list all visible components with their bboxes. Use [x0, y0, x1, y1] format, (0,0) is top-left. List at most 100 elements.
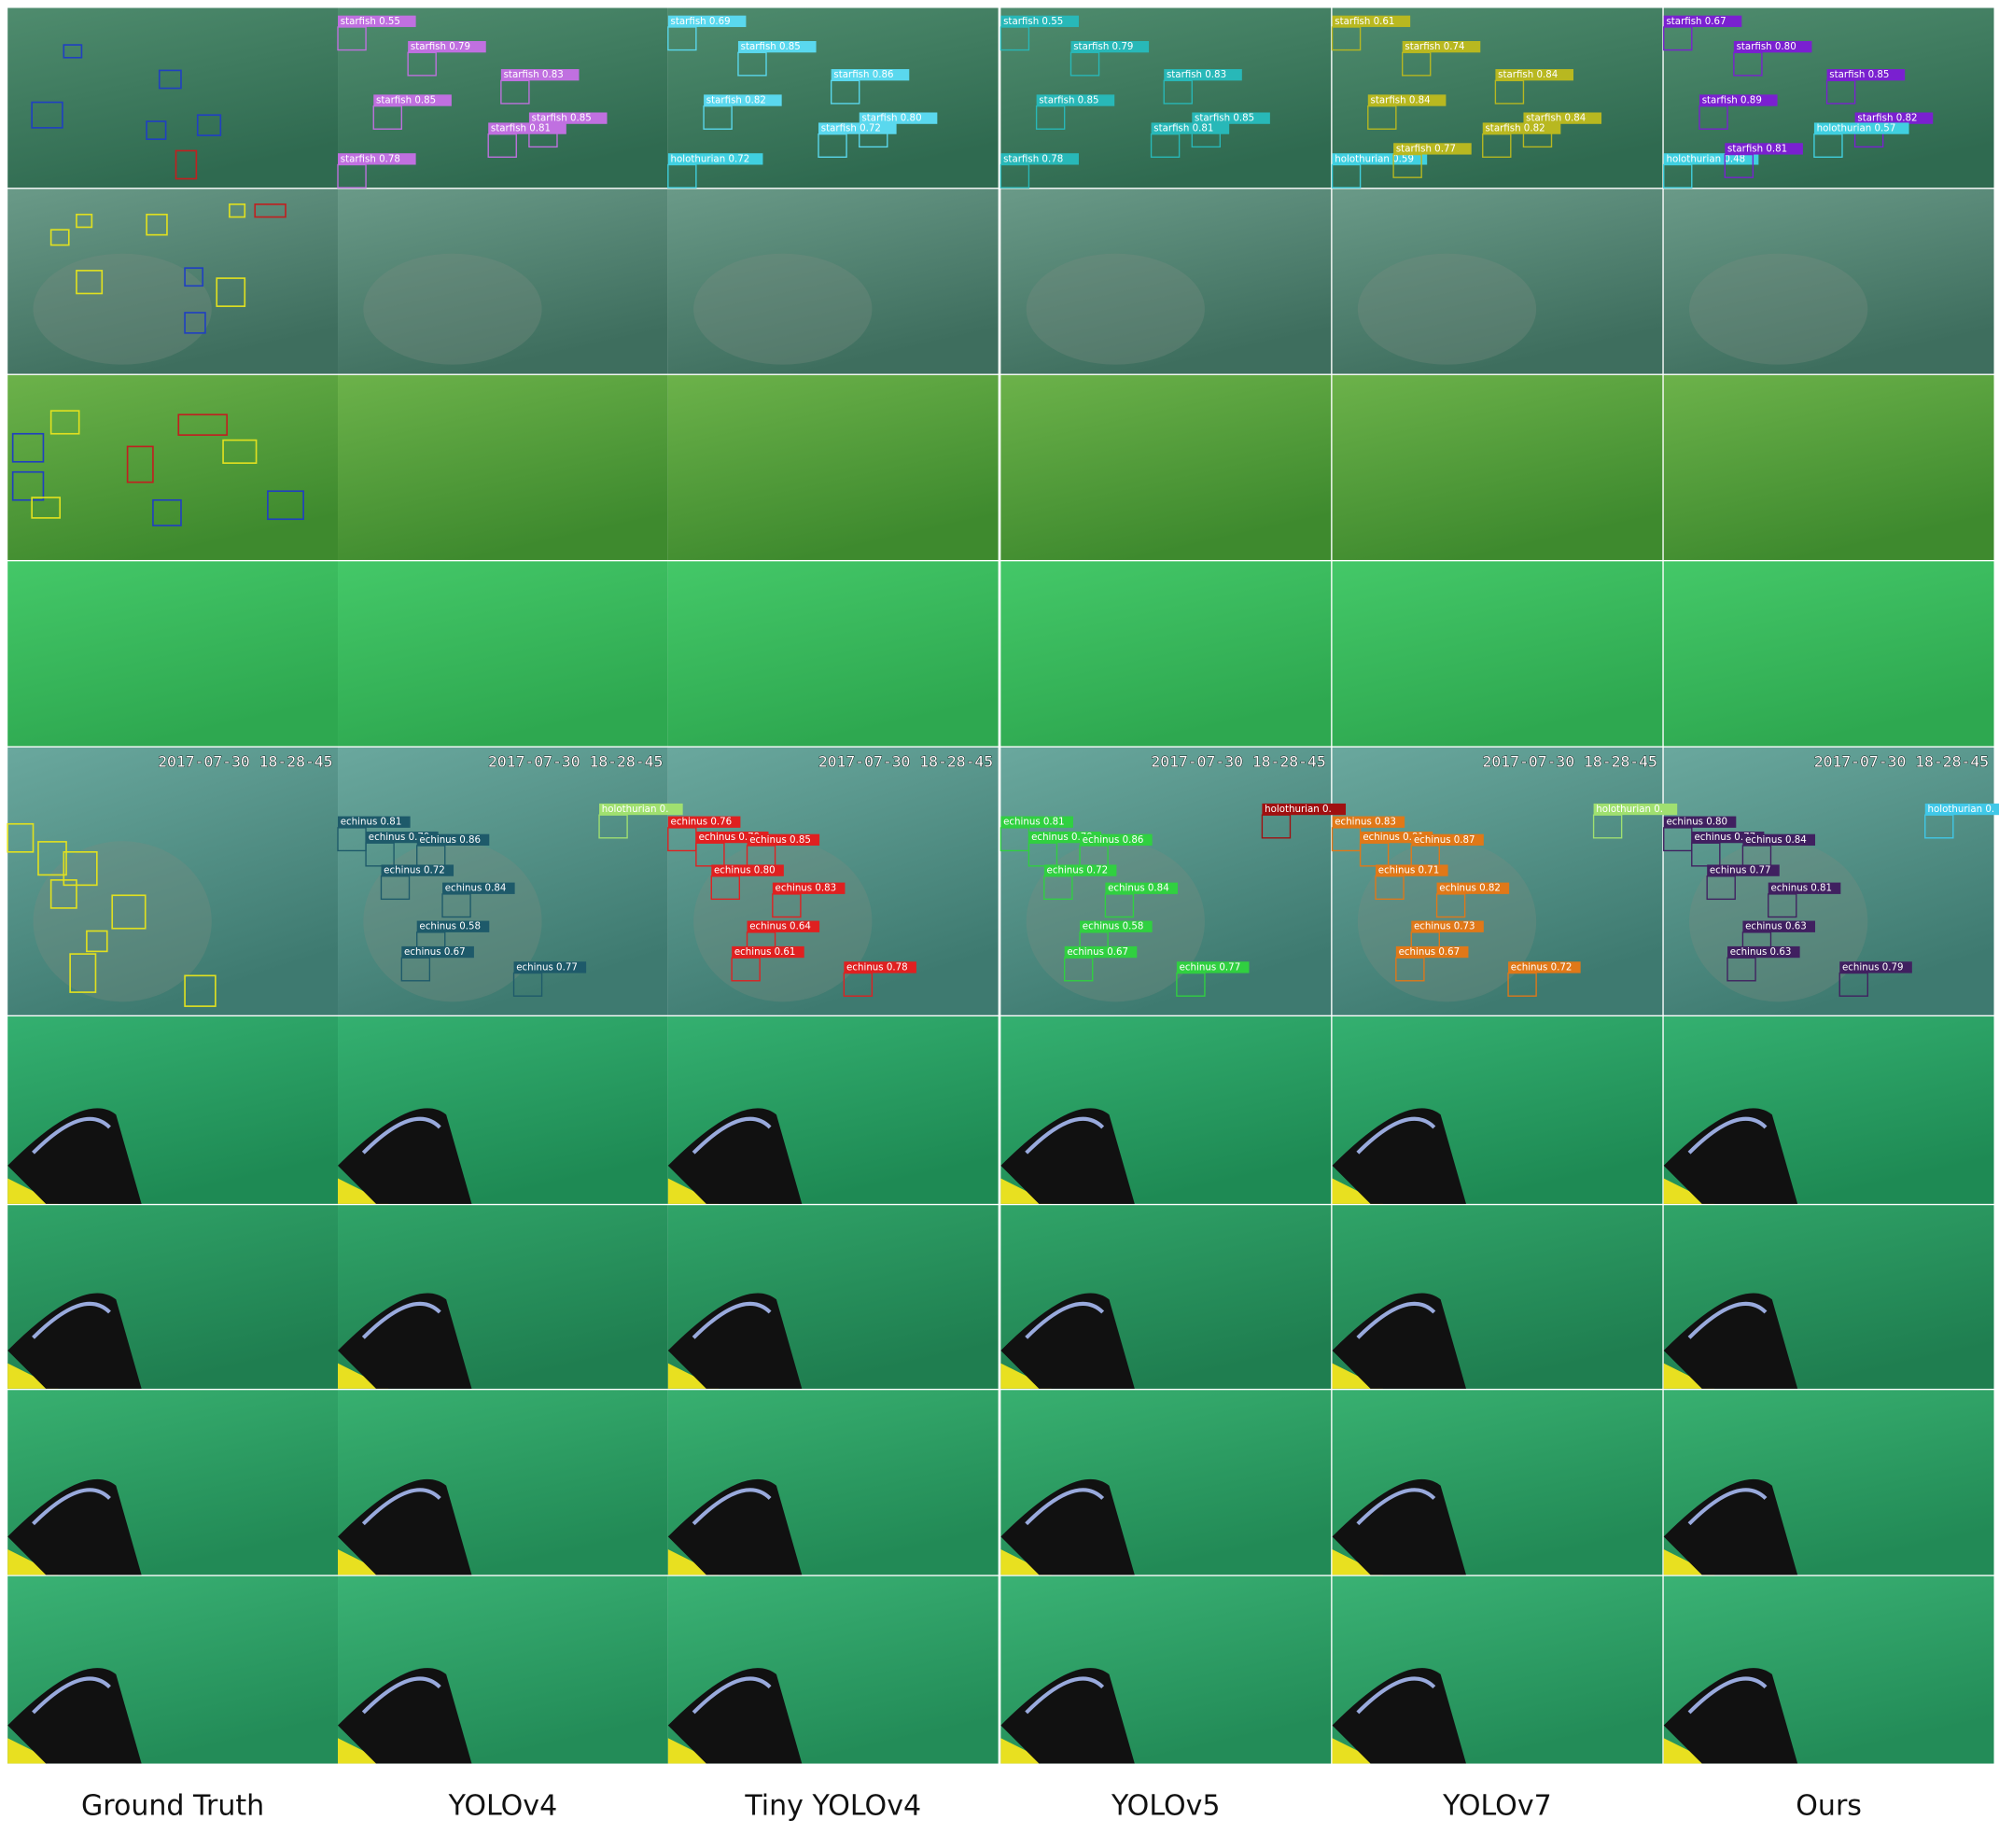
fin: [1663, 1478, 1798, 1575]
detection-tag: [513, 961, 587, 973]
fin: [1000, 1293, 1135, 1389]
photo-panel: [1332, 374, 1663, 560]
detection-tag: [416, 833, 490, 846]
fin-edge: [1356, 1301, 1436, 1339]
detection-label: starfish 0.79: [411, 41, 470, 52]
timestamp: 2017-07-30 18-28-45: [1814, 753, 1989, 771]
detection-label: echinus 0.72: [384, 865, 445, 876]
fin: [7, 1108, 142, 1204]
detection-label: starfish 0.86: [833, 69, 893, 80]
detection-tag: [1151, 122, 1230, 134]
detection-label: echinus 0.63: [1745, 921, 1807, 932]
fin: [1663, 1668, 1798, 1764]
gt-box: [49, 879, 77, 909]
detection-tag: [1411, 833, 1484, 846]
photo-panel: [338, 189, 668, 374]
detection-tag: [1663, 15, 1742, 27]
detection-label: echinus 0.84: [1108, 883, 1169, 894]
gt-box: [126, 445, 154, 483]
photo-panel: [1663, 561, 1994, 747]
detection-label: echinus 0.80: [1666, 817, 1727, 828]
photo-panel: [338, 561, 668, 747]
fin-edge: [361, 1676, 441, 1715]
fin: [667, 1668, 803, 1764]
photo-panel: [7, 747, 339, 1015]
detection-tag: [1411, 920, 1484, 932]
detection-label: echinus 0.86: [1083, 834, 1144, 846]
detection-tag: [1105, 882, 1178, 894]
detection-tag: [1698, 94, 1778, 106]
fin: [1000, 1108, 1135, 1204]
fin: [667, 1478, 803, 1575]
gt-box: [7, 822, 35, 853]
photo-panel: [1332, 747, 1663, 1015]
fin-edge: [361, 1488, 441, 1526]
detection-tag: [1839, 961, 1912, 973]
fin: [1332, 1108, 1466, 1204]
detection-tag: [1000, 15, 1079, 27]
fin-edge: [1356, 1676, 1436, 1715]
detection-tag: [338, 153, 416, 165]
gt-box: [146, 120, 167, 141]
detection-tag: [1924, 803, 1999, 816]
fin-edge: [361, 1301, 441, 1339]
detection-tag: [1192, 112, 1270, 124]
gt-box: [49, 229, 70, 246]
photo-panel: [667, 374, 999, 560]
photo-panel: [338, 374, 668, 560]
detection-label: echinus 0.83: [1335, 817, 1396, 828]
detection-tag: [1375, 864, 1448, 876]
timestamp: 2017-07-30 18-28-45: [818, 753, 993, 771]
detection-tag: [528, 112, 608, 124]
detection-tag: [1663, 153, 1759, 165]
detection-tag: [1332, 153, 1428, 165]
detection-label: echinus 0.81: [1363, 832, 1424, 843]
detection-label: echinus 0.83: [776, 883, 837, 894]
detection-tag: [831, 69, 910, 81]
detection-label: starfish 0.85: [532, 113, 592, 124]
gt-box: [184, 267, 204, 287]
detection-tag: [1436, 882, 1510, 894]
photo-panel: [1663, 189, 1994, 374]
detection-tag: [859, 112, 938, 124]
rock: [1026, 253, 1205, 365]
fin: [1332, 1668, 1466, 1764]
fin: [338, 1668, 472, 1764]
fin-edge: [1025, 1676, 1105, 1715]
gt-box: [146, 213, 168, 236]
fin: [1332, 1293, 1466, 1389]
fin-edge: [1687, 1676, 1768, 1715]
detection-label: echinus 0.85: [749, 834, 811, 846]
fin: [1332, 1478, 1466, 1575]
photo-panel: [667, 747, 999, 1015]
detection-label: echinus 0.67: [404, 946, 466, 958]
detection-label: holothurian 0.: [1596, 804, 1663, 815]
detection-label: echinus 0.79: [1031, 832, 1093, 843]
photo-panel: [667, 189, 999, 374]
rock: [363, 253, 542, 365]
detection-label: echinus 0.77: [516, 961, 578, 973]
detection-label: holothurian 0.59: [1335, 153, 1414, 164]
detection-label: starfish 0.82: [1485, 123, 1545, 134]
detection-tag: [1523, 112, 1602, 124]
detection-tag: [1813, 122, 1909, 134]
detection-label: starfish 0.83: [1167, 69, 1226, 80]
gt-box: [222, 439, 258, 464]
fin: [7, 1478, 142, 1575]
detection-label: echinus 0.87: [1414, 834, 1475, 846]
detection-label: echinus 0.77: [1695, 832, 1756, 843]
photo-panel: [1000, 374, 1332, 560]
detection-tag: [1402, 40, 1481, 53]
fin-edge: [692, 1488, 772, 1526]
detection-tag: [408, 40, 486, 53]
detection-tag: [667, 153, 763, 165]
gt-box: [184, 312, 206, 334]
column-label: YOLOv5: [1111, 1790, 1221, 1823]
detection-label: echinus 0.84: [1745, 834, 1807, 846]
detection-label: echinus 0.78: [846, 961, 908, 973]
gt-box: [31, 101, 63, 129]
detection-label: starfish 0.78: [1003, 153, 1063, 164]
detection-label: echinus 0.64: [749, 921, 811, 932]
detection-label: starfish 0.83: [504, 69, 564, 80]
